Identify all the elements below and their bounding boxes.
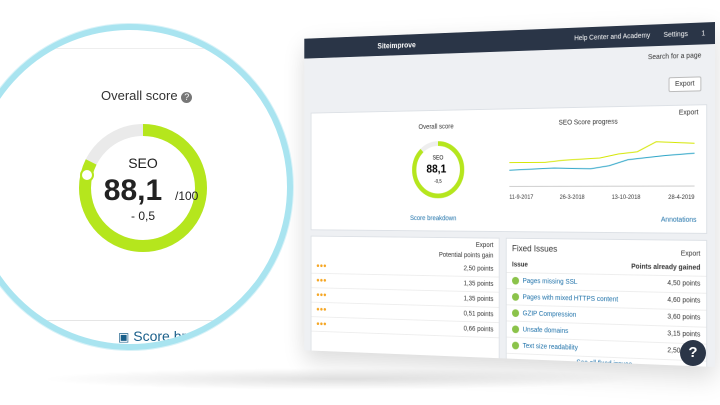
fixed-issues-card: Fixed Issues Export Issue Points already … xyxy=(505,237,708,367)
ring-label: SEO xyxy=(433,155,444,161)
points-cell: 3,60 points xyxy=(667,313,701,322)
magnifier-breakdown-text[interactable]: Score breakdown xyxy=(133,328,243,344)
issue-cell: Text size readability xyxy=(511,341,578,352)
annotations-link[interactable]: Annotations xyxy=(660,216,697,224)
settings-link[interactable]: Settings xyxy=(663,30,688,39)
progress-title: SEO Score progress xyxy=(558,118,618,127)
row-points: 0,66 points xyxy=(463,325,494,334)
chart-line xyxy=(509,153,694,170)
issue-cell: Pages missing SSL xyxy=(511,276,578,286)
magnifier-ring: SEO 88,1 /100 - 0,5 xyxy=(79,124,207,252)
magnifier-change: - 0,5 xyxy=(131,209,155,223)
magnifier-value: 88,1 xyxy=(104,174,162,207)
check-icon xyxy=(511,293,520,301)
magnifier: Overall score ? SEO 88,1 /100 - 0,5 ▣ Sc… xyxy=(0,24,293,350)
issue-link[interactable]: Text size readability xyxy=(522,342,578,352)
ring-change: -0,5 xyxy=(434,179,442,184)
score-ring: SEO 88,1 -0,5 xyxy=(408,137,468,203)
x-label: 26-3-2018 xyxy=(559,194,585,201)
brand: Siteimprove xyxy=(377,40,416,51)
dashboard: Siteimprove Help Center and Academy Sett… xyxy=(304,22,715,367)
issue-cell: Unsafe domains xyxy=(511,325,569,335)
check-icon xyxy=(511,309,520,318)
magnifier-knob xyxy=(80,168,94,182)
help-button[interactable]: ? xyxy=(680,340,706,366)
x-label: 11-9-2017 xyxy=(509,194,534,201)
issue-link[interactable]: Pages with mixed HTTPS content xyxy=(522,294,619,304)
user[interactable]: 1 xyxy=(701,29,706,38)
points-cell: 4,60 points xyxy=(667,296,701,305)
col-issue: Issue xyxy=(511,261,528,269)
fixed-rows: Pages missing SSL 4,50 points Pages with m… xyxy=(506,272,707,362)
overview-card: Overall score SEO 88,1 -0,5 Score breakd… xyxy=(310,104,708,234)
row-points: 0,51 points xyxy=(463,310,494,319)
magnifier-arc xyxy=(79,124,207,252)
help-link[interactable]: Help Center and Academy xyxy=(574,32,651,42)
magnifier-title-text: Overall score xyxy=(101,88,178,103)
shadow xyxy=(40,368,640,390)
magnifier-breakdown[interactable]: ▣ Score breakdown xyxy=(118,328,243,344)
magnifier-max: /100 xyxy=(175,189,199,203)
row-stars: ●●● xyxy=(316,306,327,314)
issue-link[interactable]: Unsafe domains xyxy=(522,326,569,335)
row-points: 2,50 points xyxy=(463,265,494,273)
points-cell: 3,15 points xyxy=(667,330,701,339)
check-icon xyxy=(511,341,520,350)
left-card: Export Potential points gain ●●● 2,50 poi… xyxy=(310,235,500,362)
breakdown-link[interactable]: Score breakdown xyxy=(410,215,457,223)
row-stars: ●●● xyxy=(316,277,327,284)
export-button[interactable]: Export xyxy=(668,76,702,93)
points-cell: 4,50 points xyxy=(667,280,701,288)
ring-value: 88,1 xyxy=(426,164,446,176)
x-label: 13-10-2018 xyxy=(611,194,641,201)
issue-link[interactable]: GZIP Compression xyxy=(522,310,577,319)
issue-cell: Pages with mixed HTTPS content xyxy=(511,293,619,304)
x-label: 28-4-2019 xyxy=(668,194,695,201)
check-icon xyxy=(511,276,520,285)
search[interactable]: Search for a page xyxy=(647,52,702,62)
row-stars: ●●● xyxy=(316,291,327,299)
issue-link[interactable]: Pages missing SSL xyxy=(522,277,578,286)
magnifier-label: SEO xyxy=(128,155,158,171)
left-rows: ●●● 2,50 points ●●● 1,35 points ●●● 1,35 poin… xyxy=(311,259,499,339)
issue-cell: GZIP Compression xyxy=(511,309,577,319)
row-points: 1,35 points xyxy=(463,295,494,304)
row-stars: ●●● xyxy=(316,320,327,328)
check-icon xyxy=(511,325,520,334)
row-stars: ●●● xyxy=(316,262,327,270)
col-points: Points already gained xyxy=(631,263,701,272)
progress-chart xyxy=(509,131,694,191)
magnifier-title: Overall score ? xyxy=(101,88,193,103)
x-labels: 11-9-2017 26-3-2018 13-10-2018 28-4-2019 xyxy=(509,195,694,201)
score-title: Overall score xyxy=(418,123,454,131)
overview-export[interactable]: Export xyxy=(678,109,699,117)
chart-line xyxy=(509,141,694,162)
fixed-export[interactable]: Export xyxy=(680,250,701,258)
row-points: 1,35 points xyxy=(463,280,494,288)
